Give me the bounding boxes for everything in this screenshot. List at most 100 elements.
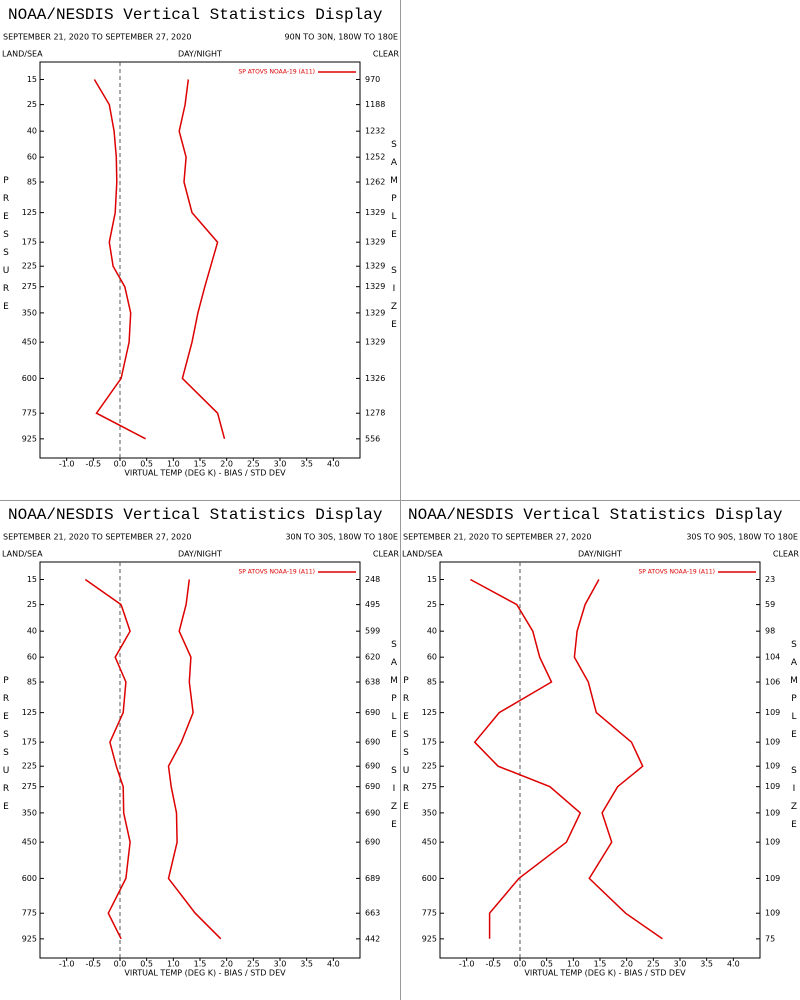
sample-size-label: 1329 <box>365 262 385 271</box>
y-tick-label: 350 <box>22 808 37 817</box>
sample-size-label: 104 <box>765 653 780 662</box>
sample-size-label: 1188 <box>365 100 385 109</box>
y-tick-label: 450 <box>422 838 437 847</box>
x-tick-label: 4.0 <box>727 960 740 969</box>
sample-size-label: 109 <box>765 782 780 791</box>
sample-size-label: 638 <box>365 678 380 687</box>
y2-axis-label: SAMPLE SIZE <box>389 140 399 338</box>
y-tick-label: 225 <box>22 762 37 771</box>
sample-size-label: 109 <box>765 708 780 717</box>
y-tick-label: 350 <box>422 808 437 817</box>
sample-size-label: 690 <box>365 708 380 717</box>
sample-size-label: 690 <box>365 838 380 847</box>
x-tick-label: 3.5 <box>300 460 313 469</box>
y-tick-label: 450 <box>22 338 37 347</box>
sample-size-label: 248 <box>365 575 380 584</box>
y-tick-label: 275 <box>22 782 37 791</box>
x-tick-label: 1.5 <box>594 960 607 969</box>
header-left: LAND/SEA <box>2 50 43 59</box>
sample-size-label: 620 <box>365 653 380 662</box>
subtitle: SEPTEMBER 21, 2020 TO SEPTEMBER 27, 2020 <box>3 33 191 42</box>
std-dev-line <box>167 579 222 940</box>
x-tick-label: 3.5 <box>300 960 313 969</box>
y-tick-label: 450 <box>22 838 37 847</box>
header-right: CLEAR <box>373 550 400 559</box>
y2-axis-label: SAMPLE SIZE <box>389 640 399 838</box>
y-tick-label: 225 <box>422 762 437 771</box>
y-tick-label: 275 <box>422 782 437 791</box>
x-tick-label: 1.0 <box>567 960 580 969</box>
region: 90N TO 30N, 180W TO 180E <box>285 33 398 42</box>
sample-size-label: 689 <box>365 874 380 883</box>
y-tick-label: 60 <box>427 653 437 662</box>
x-tick-label: -1.0 <box>459 960 475 969</box>
x-tick-label: 3.0 <box>274 960 287 969</box>
sample-size-label: 1329 <box>365 308 385 317</box>
y-tick-label: 600 <box>22 374 37 383</box>
x-tick-label: 3.0 <box>274 460 287 469</box>
y-tick-label: 175 <box>22 238 37 247</box>
y-tick-label: 60 <box>27 153 37 162</box>
chart-panel: NOAA/NESDIS Vertical Statistics Display S… <box>401 506 799 977</box>
sample-size-label: 1262 <box>365 178 385 187</box>
sample-size-label: 442 <box>365 934 380 943</box>
header-center: DAY/NIGHT <box>578 550 622 559</box>
sample-size-label: 106 <box>765 678 780 687</box>
y-tick-label: 125 <box>22 708 37 717</box>
x-tick-label: 2.0 <box>220 460 233 469</box>
x-tick-label: 0.5 <box>140 960 153 969</box>
header-right: CLEAR <box>773 550 800 559</box>
bias-line <box>470 578 582 939</box>
x-axis-label: VIRTUAL TEMP (DEG K) - BIAS / STD DEV <box>524 969 686 978</box>
y-tick-label: 15 <box>27 575 37 584</box>
legend-label: SP ATOVS NOAA-19 (A11) <box>238 69 315 76</box>
subtitle: SEPTEMBER 21, 2020 TO SEPTEMBER 27, 2020 <box>403 533 591 542</box>
header-left: LAND/SEA <box>2 550 43 559</box>
region: 30N TO 30S, 180W TO 180E <box>285 533 398 542</box>
x-tick-label: 4.0 <box>327 460 340 469</box>
y-axis-label: PRESSURE <box>1 676 11 820</box>
sample-size-label: 98 <box>765 627 775 636</box>
sample-size-label: 1278 <box>365 409 385 418</box>
chart-panel: NOAA/NESDIS Vertical Statistics Display S… <box>1 506 399 977</box>
x-tick-label: -1.0 <box>59 460 75 469</box>
sample-size-label: 75 <box>765 934 775 943</box>
x-tick-label: -0.5 <box>486 960 502 969</box>
x-tick-label: -0.5 <box>86 460 102 469</box>
y-tick-label: 125 <box>22 208 37 217</box>
y-tick-label: 925 <box>22 434 37 443</box>
sample-size-label: 1326 <box>365 374 385 383</box>
x-tick-label: 2.5 <box>247 960 260 969</box>
x-tick-label: 1.5 <box>194 460 207 469</box>
x-tick-label: 2.0 <box>620 960 633 969</box>
y-tick-label: 85 <box>27 678 37 687</box>
chart-title: NOAA/NESDIS Vertical Statistics Display <box>8 506 383 524</box>
sample-size-label: 1329 <box>365 282 385 291</box>
sample-size-label: 23 <box>765 575 775 584</box>
x-tick-label: 2.5 <box>647 960 660 969</box>
y-tick-label: 275 <box>22 282 37 291</box>
x-tick-label: 0.0 <box>114 960 127 969</box>
chart-title: NOAA/NESDIS Vertical Statistics Display <box>408 506 783 524</box>
sample-size-label: 1252 <box>365 153 385 162</box>
y-tick-label: 85 <box>427 678 437 687</box>
x-axis-label: VIRTUAL TEMP (DEG K) - BIAS / STD DEV <box>124 969 286 978</box>
y-tick-label: 25 <box>427 600 437 609</box>
sample-size-label: 690 <box>365 738 380 747</box>
x-tick-label: -1.0 <box>59 960 75 969</box>
sample-size-label: 109 <box>765 808 780 817</box>
std-dev-line <box>178 79 226 439</box>
y-tick-label: 15 <box>427 575 437 584</box>
sample-size-label: 1329 <box>365 338 385 347</box>
sample-size-label: 109 <box>765 762 780 771</box>
y-tick-label: 125 <box>422 708 437 717</box>
y-tick-label: 775 <box>22 909 37 918</box>
x-tick-label: 2.5 <box>247 460 260 469</box>
y-tick-label: 925 <box>22 934 37 943</box>
header-center: DAY/NIGHT <box>178 50 222 59</box>
sample-size-label: 109 <box>765 738 780 747</box>
header-left: LAND/SEA <box>402 550 443 559</box>
header-right: CLEAR <box>373 50 400 59</box>
sample-size-label: 1232 <box>365 127 385 136</box>
y-tick-label: 600 <box>22 874 37 883</box>
